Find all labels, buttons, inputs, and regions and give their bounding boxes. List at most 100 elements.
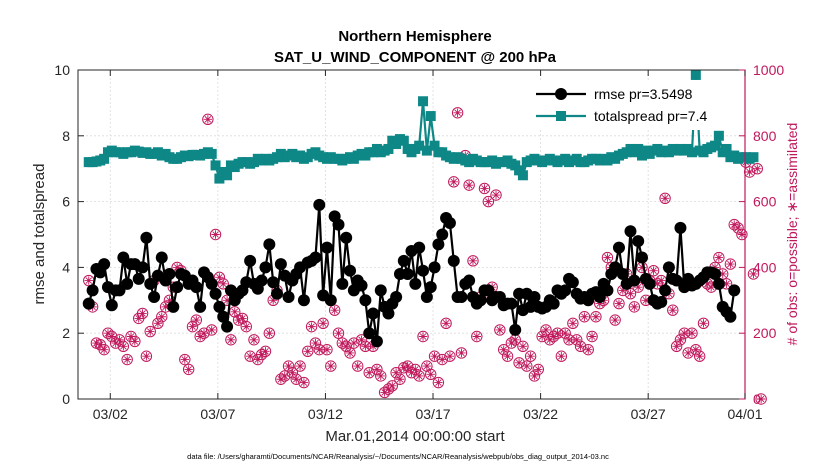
totalspread-point: [686, 147, 697, 158]
obs-assimilated-marker: [292, 375, 301, 384]
obs-assimilated-marker: [526, 352, 535, 361]
obs-assimilated-marker: [399, 363, 409, 372]
rmse-point: [271, 287, 284, 300]
obs-assimilated-marker: [468, 256, 478, 266]
obs-assimilated-marker: [441, 319, 451, 328]
obs-assimilated-marker: [384, 384, 393, 394]
totalspread-point: [710, 140, 721, 151]
y-left-tick-label: 6: [62, 194, 70, 210]
obs-assimilated-marker: [157, 312, 166, 321]
y-axis-right-label: # of obs: o=possible; ∗=assimilated: [784, 123, 800, 346]
obs-assimilated-marker: [230, 307, 239, 317]
obs-assimilated-marker: [299, 378, 309, 387]
obs-possible-marker: [378, 386, 391, 399]
obs-possible-marker: [670, 340, 683, 353]
totalspread-point: [517, 170, 528, 181]
obs-possible-marker: [682, 347, 694, 359]
obs-assimilated-marker: [122, 355, 132, 364]
rmse-point: [105, 299, 118, 312]
obs-assimilated-marker: [753, 164, 762, 173]
obs-possible-marker: [417, 330, 429, 343]
obs-assimilated-marker: [414, 371, 424, 381]
obs-assimilated-marker: [668, 305, 677, 315]
rmse-point: [155, 251, 168, 264]
obs-assimilated-marker: [146, 327, 155, 336]
obs-possible-marker: [724, 258, 737, 270]
rmse-point: [505, 297, 518, 310]
obs-possible-marker: [578, 311, 591, 323]
obs-possible-marker: [440, 317, 452, 330]
rmse-point: [409, 277, 422, 290]
obs-possible-marker: [340, 340, 352, 353]
obs-assimilated-marker: [580, 312, 589, 321]
obs-assimilated-marker: [119, 342, 128, 351]
obs-possible-marker: [332, 327, 345, 339]
obs-assimilated-marker: [238, 314, 247, 323]
x-tick-label: 03/22: [523, 406, 558, 422]
obs-possible-marker: [751, 163, 763, 175]
obs-assimilated-marker: [295, 361, 305, 371]
chart-title-line-2: SAT_U_WIND_COMPONENT @ 200 hPa: [274, 49, 557, 66]
obs-assimilated-marker: [184, 365, 193, 374]
obs-assimilated-marker: [161, 302, 170, 312]
rmse-point: [344, 264, 357, 277]
obs-possible-marker: [736, 228, 748, 241]
rmse-point: [417, 264, 430, 277]
obs-assimilated-marker: [407, 368, 416, 377]
obs-assimilated-marker: [430, 352, 439, 361]
obs-possible-marker: [317, 317, 329, 330]
rmse-point: [659, 284, 672, 297]
obs-possible-marker: [540, 324, 552, 336]
obs-possible-marker: [494, 324, 506, 336]
totalspread-point: [210, 160, 221, 171]
x-axis-label: Mar.01,2014 00:00:00 start: [325, 428, 505, 445]
rmse-point: [267, 276, 280, 289]
obs-possible-marker: [179, 353, 191, 366]
rmse-point: [397, 254, 410, 267]
obs-possible-marker: [386, 380, 398, 392]
obs-possible-marker: [156, 311, 168, 323]
rmse-point: [509, 323, 522, 336]
obs-possible-marker: [747, 268, 760, 280]
y-right-tick-label: 200: [753, 325, 777, 341]
obs-assimilated-marker: [426, 370, 435, 379]
obs-possible-marker: [436, 353, 448, 366]
obs-possible-marker: [667, 304, 679, 316]
rmse-point: [370, 335, 383, 348]
rmse-point: [636, 251, 649, 264]
obs-assimilated-marker: [334, 329, 343, 338]
obs-possible-marker: [413, 370, 425, 382]
obs-possible-marker: [451, 107, 464, 119]
rmse-point: [382, 307, 395, 320]
obs-possible-marker: [478, 182, 491, 195]
obs-possible-marker: [140, 350, 153, 362]
obs-assimilated-marker: [107, 332, 117, 341]
obs-assimilated-marker: [418, 332, 428, 341]
obs-assimilated-marker: [257, 350, 266, 359]
obs-possible-marker: [628, 301, 641, 313]
obs-assimilated-marker: [195, 332, 205, 341]
obs-assimilated-marker: [380, 388, 389, 397]
obs-assimilated-marker: [714, 253, 724, 262]
rmse-point: [309, 251, 322, 264]
y-right-tick-label: 800: [753, 128, 777, 144]
obs-assimilated-marker: [726, 259, 735, 269]
obs-possible-marker: [586, 330, 598, 343]
rmse-point: [132, 272, 145, 285]
obs-assimilated-marker: [522, 361, 531, 371]
obs-possible-marker: [352, 360, 364, 372]
obs-assimilated-marker: [518, 342, 528, 351]
obs-possible-marker: [190, 314, 203, 326]
obs-assimilated-marker: [284, 361, 293, 371]
obs-assimilated-marker: [138, 309, 147, 318]
obs-possible-marker: [375, 370, 387, 382]
obs-assimilated-marker: [111, 338, 120, 348]
obs-assimilated-marker: [134, 314, 143, 323]
legend-marker: [555, 88, 567, 100]
obs-assimilated-marker: [242, 322, 251, 331]
obs-possible-marker: [425, 368, 437, 381]
y-left-tick-label: 4: [62, 259, 70, 275]
totalspread-point: [690, 69, 701, 80]
rmse-point: [98, 258, 111, 271]
obs-possible-marker: [574, 340, 587, 353]
